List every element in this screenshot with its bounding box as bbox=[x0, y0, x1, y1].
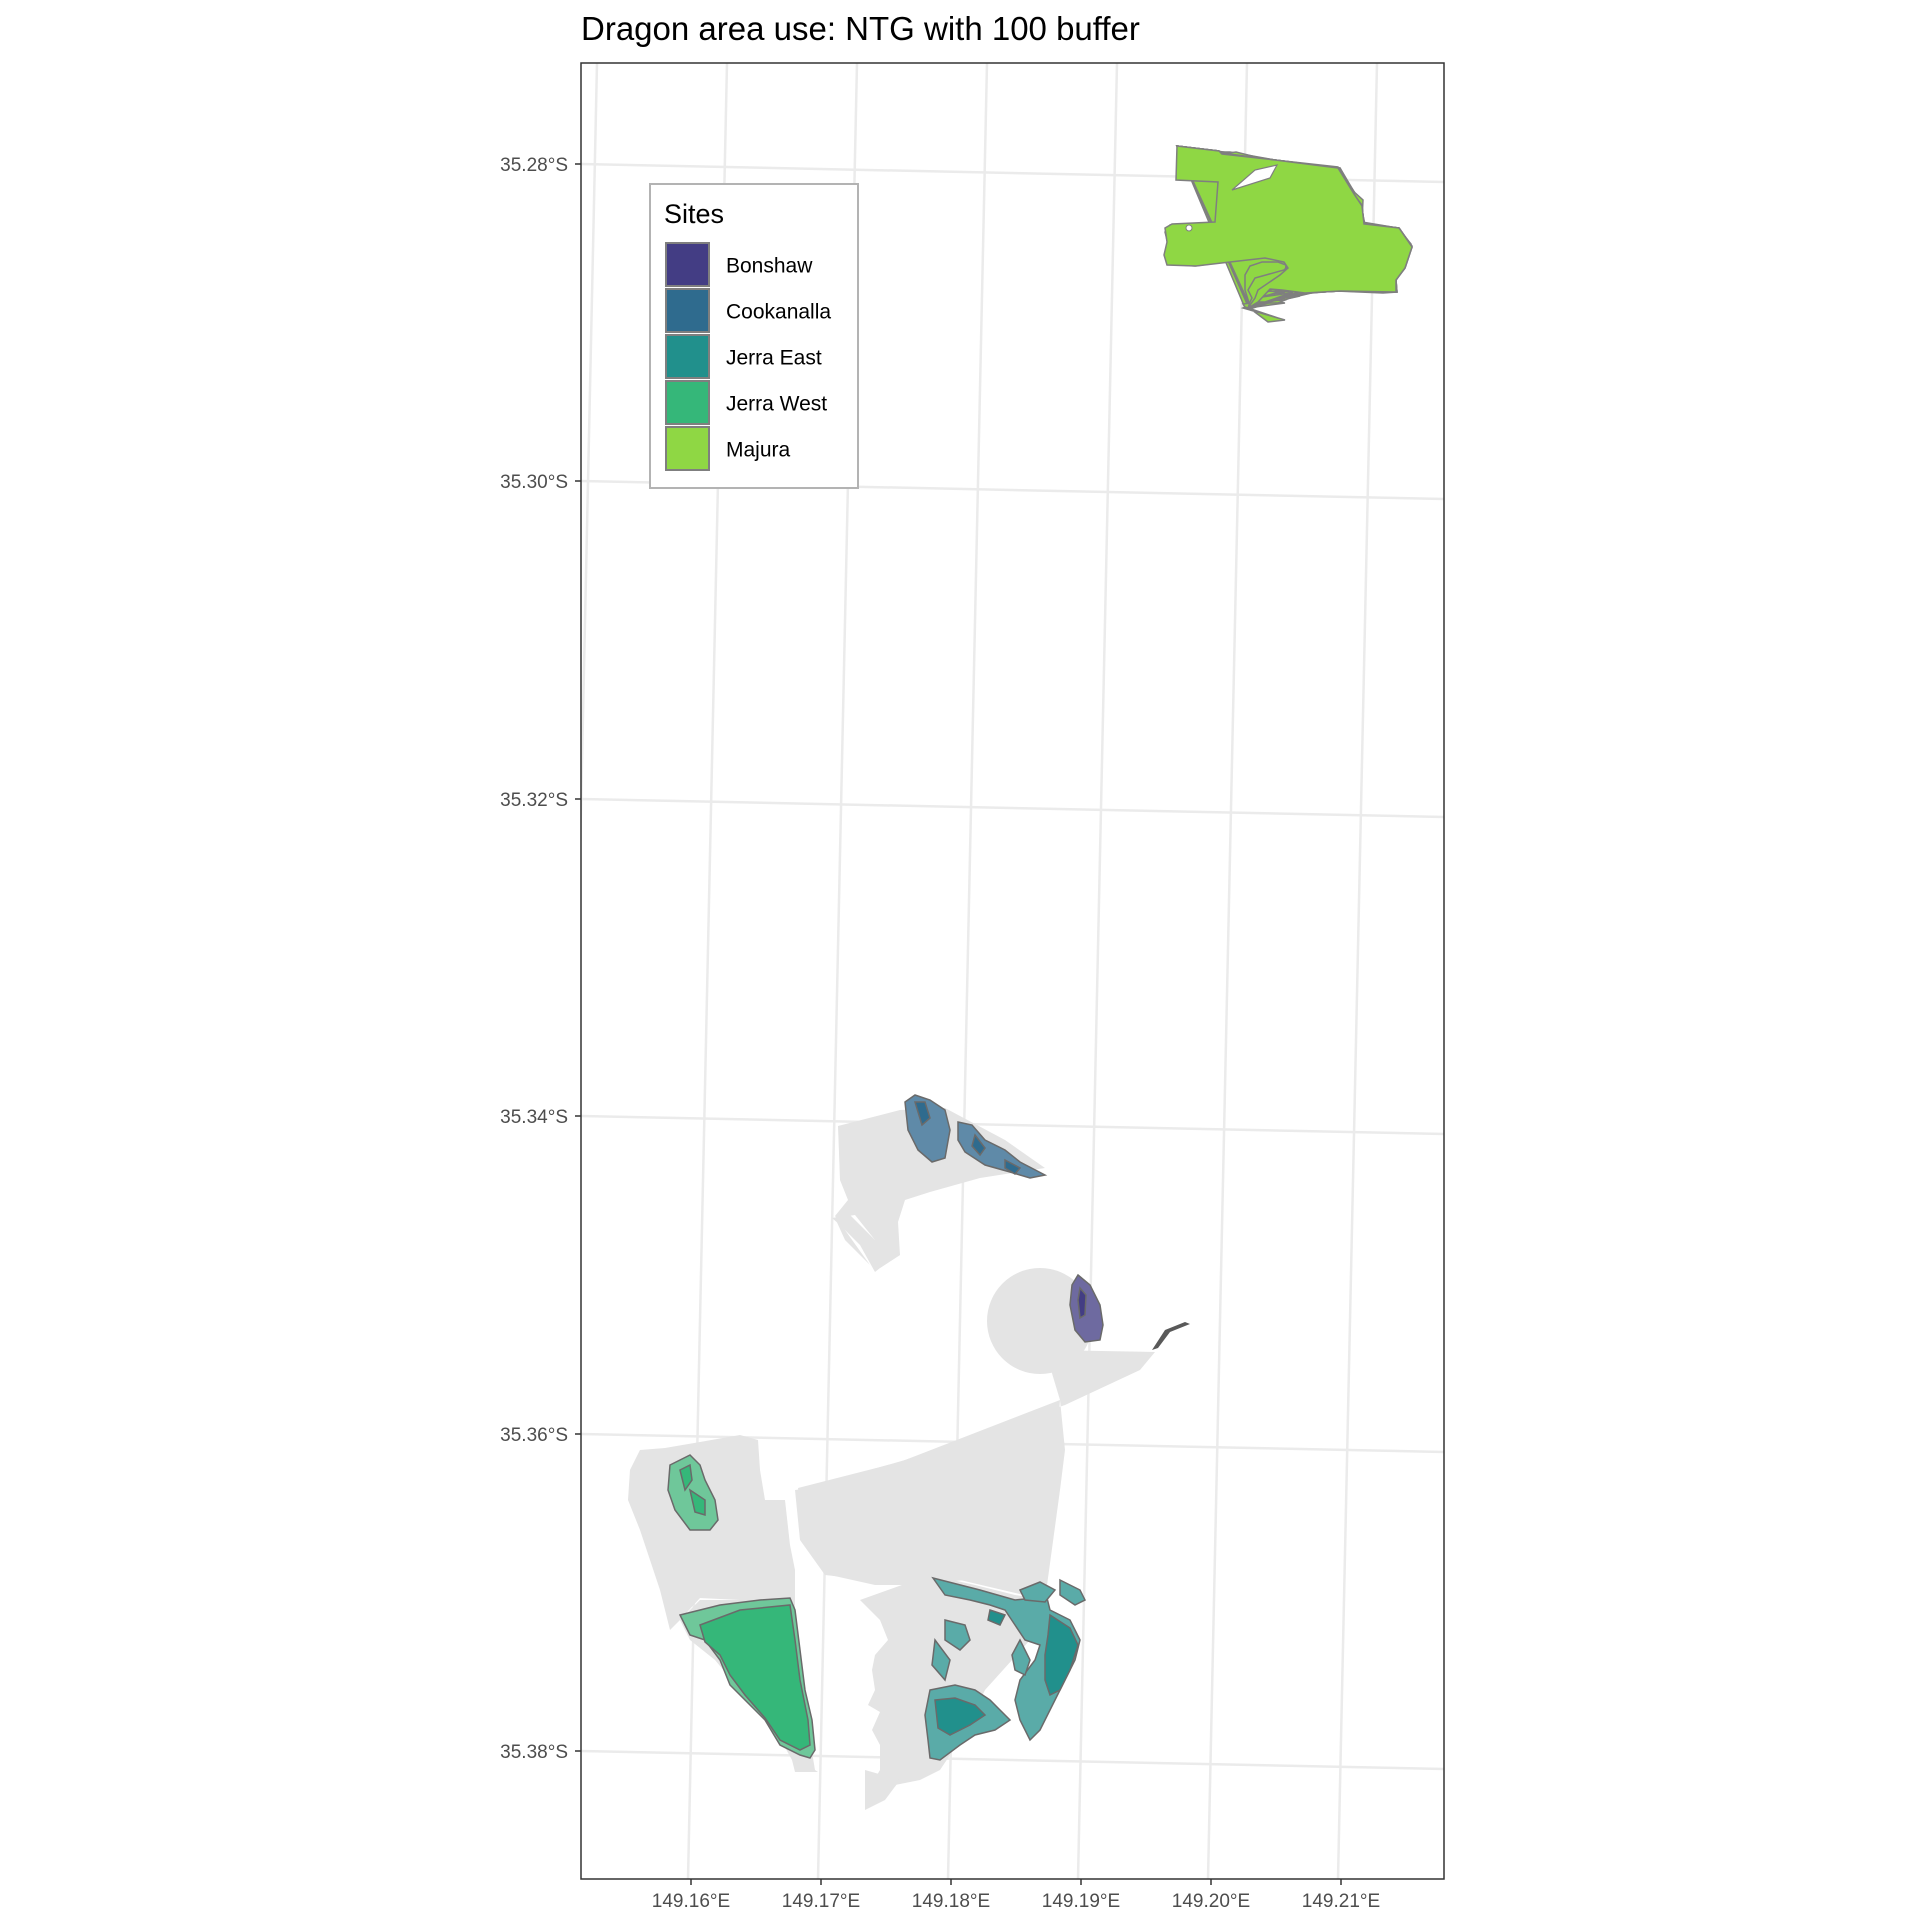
y-tick-label: 35.28°S bbox=[500, 155, 568, 176]
plot-panel-border bbox=[580, 62, 1445, 1880]
x-tick-label: 149.17°E bbox=[782, 1891, 860, 1912]
legend-title: Sites bbox=[664, 199, 724, 229]
legend-label: Majura bbox=[726, 439, 791, 462]
buffer-area-jerra-east-tail bbox=[865, 1770, 900, 1810]
buffer-area-central bbox=[798, 1400, 1060, 1600]
legend: Sites Bonshaw Cookanalla Jerra East Jerra W… bbox=[649, 183, 859, 489]
majura-hole bbox=[1185, 224, 1193, 232]
x-tick-label: 149.20°E bbox=[1172, 1891, 1250, 1912]
y-tick-label: 35.30°S bbox=[500, 472, 568, 493]
x-tick-label: 149.21°E bbox=[1302, 1891, 1380, 1912]
buffer-area-bonshaw bbox=[987, 1268, 1093, 1374]
buffer-area-cookanalla-lower bbox=[832, 1215, 900, 1272]
legend-swatch-jerra-east bbox=[665, 334, 710, 379]
legend-label: Cookanalla bbox=[726, 301, 831, 324]
y-tick-label: 35.32°S bbox=[500, 790, 568, 811]
site-cookanalla bbox=[904, 1094, 1048, 1179]
site-bonshaw bbox=[1069, 1273, 1104, 1343]
legend-swatch-cookanalla bbox=[665, 288, 710, 333]
site-jerra-west bbox=[667, 1454, 816, 1759]
y-tick-label: 35.36°S bbox=[500, 1425, 568, 1446]
map-title: Dragon area use: NTG with 100 buffer bbox=[581, 10, 1140, 47]
y-tick-label: 35.38°S bbox=[500, 1742, 568, 1763]
x-axis bbox=[690, 1879, 1342, 1885]
x-tick-label: 149.16°E bbox=[652, 1891, 730, 1912]
legend-swatch-majura bbox=[665, 426, 710, 471]
majura-notch bbox=[1231, 164, 1279, 191]
legend-label: Jerra East bbox=[726, 347, 822, 370]
site-majura-area bbox=[1163, 145, 1413, 309]
dark-strip bbox=[1152, 1322, 1190, 1350]
y-axis bbox=[575, 163, 581, 1752]
x-tick-label: 149.18°E bbox=[912, 1891, 990, 1912]
site-jerra-east bbox=[924, 1576, 1087, 1761]
legend-swatch-bonshaw bbox=[665, 242, 710, 287]
legend-swatch-jerra-west bbox=[665, 380, 710, 425]
y-tick-label: 35.34°S bbox=[500, 1107, 568, 1128]
legend-label: Bonshaw bbox=[726, 255, 813, 278]
x-tick-label: 149.19°E bbox=[1042, 1891, 1120, 1912]
legend-label: Jerra West bbox=[726, 393, 827, 416]
